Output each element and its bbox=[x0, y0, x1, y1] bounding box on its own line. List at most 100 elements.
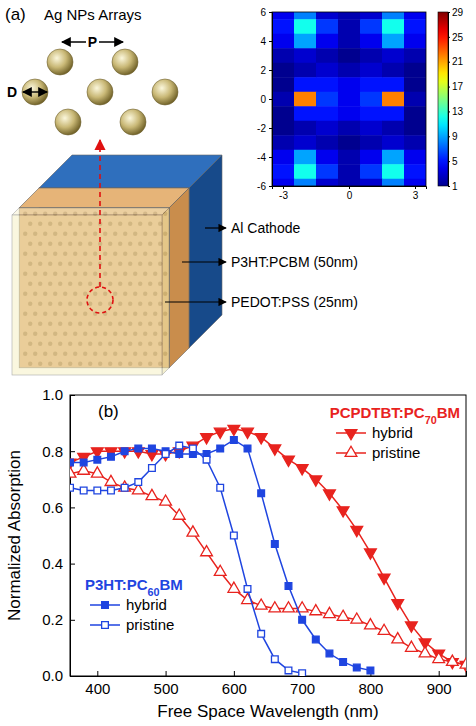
heatmap-cell bbox=[338, 121, 361, 136]
data-point bbox=[269, 602, 281, 612]
data-point bbox=[121, 484, 128, 491]
highlight-arrow bbox=[99, 140, 101, 287]
plot-marks bbox=[70, 425, 466, 676]
data-point bbox=[70, 467, 76, 477]
heatmap-cell bbox=[382, 48, 405, 63]
data-point bbox=[310, 605, 322, 615]
data-point bbox=[283, 456, 295, 466]
tick: 5 bbox=[448, 156, 458, 167]
data-point bbox=[446, 655, 458, 665]
tick-mark bbox=[269, 99, 272, 100]
heatmap-cell bbox=[404, 92, 426, 107]
heatmap-cell bbox=[404, 48, 426, 63]
heatmap-cell bbox=[316, 179, 339, 186]
heatmap-cell bbox=[404, 135, 426, 150]
heatmap-cell bbox=[338, 150, 361, 165]
data-point bbox=[299, 670, 306, 676]
data-point bbox=[70, 484, 73, 491]
heatmap-cell bbox=[382, 12, 405, 20]
data-point bbox=[255, 434, 267, 444]
data-point bbox=[244, 445, 251, 452]
data-point bbox=[203, 456, 210, 463]
series-line bbox=[70, 446, 302, 674]
tick-label: 4 bbox=[260, 36, 266, 47]
data-point bbox=[340, 659, 347, 666]
data-point bbox=[121, 448, 128, 455]
heatmap-cell bbox=[382, 164, 405, 179]
data-point bbox=[324, 490, 336, 500]
layer-side bbox=[162, 208, 169, 375]
axis-line bbox=[273, 187, 427, 190]
heatmap-cell bbox=[382, 77, 405, 92]
heatmap-cell bbox=[316, 92, 339, 107]
label-arrow bbox=[182, 261, 226, 262]
tick-mark bbox=[70, 395, 75, 396]
heatmap-cell bbox=[272, 92, 295, 107]
heatmap-cell bbox=[338, 164, 361, 179]
heatmap-cell bbox=[316, 12, 339, 20]
tick-label: 0.4 bbox=[42, 555, 63, 572]
tick-mark bbox=[448, 87, 450, 88]
data-point bbox=[173, 509, 185, 519]
legend-title: PCPDTBT:PC70BM bbox=[330, 404, 460, 426]
legend-marker bbox=[102, 622, 109, 629]
heatmap-cell bbox=[360, 19, 383, 34]
axis-title: Free Space Wavelength (nm) bbox=[157, 702, 378, 721]
tick: 0.4 bbox=[42, 555, 75, 572]
data-point bbox=[217, 484, 224, 491]
tick: 1 bbox=[448, 181, 458, 192]
tick-mark bbox=[269, 186, 272, 187]
tick-mark bbox=[269, 41, 272, 42]
series-line bbox=[70, 429, 466, 665]
tick-label: -6 bbox=[257, 181, 266, 192]
tick-mark bbox=[448, 62, 450, 63]
tick: 0.6 bbox=[42, 499, 75, 516]
tick-label: 6 bbox=[260, 7, 266, 18]
tick-mark bbox=[269, 70, 272, 71]
heatmap-cell bbox=[338, 19, 361, 34]
data-point bbox=[160, 495, 172, 505]
heatmap-cell bbox=[404, 106, 426, 121]
tick-mark bbox=[448, 111, 450, 112]
heatmap-cell bbox=[404, 121, 426, 136]
tick-mark bbox=[448, 161, 450, 162]
data-point bbox=[242, 428, 254, 438]
tick-mark bbox=[97, 671, 98, 676]
legend-marker bbox=[102, 602, 109, 609]
data-point bbox=[80, 487, 87, 494]
data-point bbox=[285, 667, 292, 674]
tick-mark bbox=[448, 12, 450, 13]
tick: 3 bbox=[413, 186, 419, 201]
data-point bbox=[351, 526, 363, 536]
heatmap-cell bbox=[382, 121, 405, 136]
data-point bbox=[433, 652, 445, 662]
heatmap-cell bbox=[294, 92, 317, 107]
heatmap-cell bbox=[316, 150, 339, 165]
diagram-title: Ag NPs Arrays bbox=[44, 6, 142, 23]
heatmap-cell bbox=[272, 19, 295, 34]
axis: 1591317212529 bbox=[448, 7, 464, 192]
axis: 400500600700800900 bbox=[71, 671, 467, 697]
heatmap-cell bbox=[294, 106, 317, 121]
heatmap-cell bbox=[272, 164, 295, 179]
data-point bbox=[271, 541, 278, 548]
tick: 800 bbox=[358, 671, 383, 697]
heatmap-cell bbox=[338, 34, 361, 49]
layer-label: Al Cathode bbox=[231, 220, 300, 236]
heatmap-cell bbox=[272, 179, 295, 186]
heatmap-cell bbox=[316, 19, 339, 34]
tick-label: -2 bbox=[257, 123, 266, 134]
heatmap-cell bbox=[338, 77, 361, 92]
data-point bbox=[135, 479, 142, 486]
tick: -6 bbox=[257, 181, 272, 192]
tick: 29 bbox=[448, 7, 464, 18]
tick-label: 0.2 bbox=[42, 611, 63, 628]
data-point bbox=[299, 616, 306, 623]
data-point bbox=[460, 658, 466, 668]
dimension-label: D bbox=[7, 84, 17, 100]
tick: 0.2 bbox=[42, 611, 75, 628]
tick: 500 bbox=[154, 671, 179, 697]
data-point bbox=[91, 467, 103, 477]
data-point bbox=[176, 442, 183, 449]
heatmap-cell bbox=[360, 150, 383, 165]
